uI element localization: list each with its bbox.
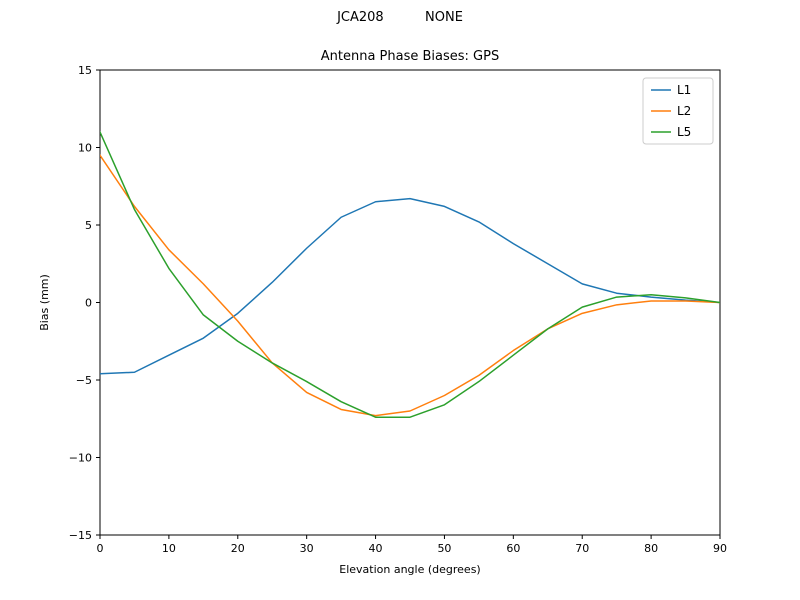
axes-spines [99, 69, 721, 536]
y-tick-label: 10 [78, 142, 92, 155]
x-tick-label: 50 [437, 542, 451, 555]
x-tick-label: 70 [575, 542, 589, 555]
y-axis-label: Bias (mm) [38, 274, 51, 331]
x-tick-label: 0 [97, 542, 104, 555]
series-line-L5 [100, 131, 720, 418]
y-tick-label: −5 [76, 374, 92, 387]
x-tick-label: 60 [506, 542, 520, 555]
series-line-L2 [100, 154, 720, 417]
x-tick-label: 80 [644, 542, 658, 555]
x-tick-label: 20 [231, 542, 245, 555]
x-tick-label: 10 [162, 542, 176, 555]
x-tick-label: 90 [713, 542, 727, 555]
y-tick-label: 0 [85, 297, 92, 310]
series-line-L1 [100, 197, 720, 375]
y-tick-label: 15 [78, 64, 92, 77]
chart-title: Antenna Phase Biases: GPS [321, 49, 499, 64]
series-group [100, 131, 720, 418]
legend-label-L5: L5 [677, 125, 691, 139]
y-tick-label: −10 [69, 452, 92, 465]
y-tick-label: 5 [85, 219, 92, 232]
y-tick-label: −15 [69, 529, 92, 542]
figure-suptitle: JCA208 NONE [337, 10, 463, 25]
x-tick-label: 40 [369, 542, 383, 555]
legend-label-L2: L2 [677, 104, 691, 118]
legend-label-L1: L1 [677, 83, 691, 97]
x-tick-label: 30 [300, 542, 314, 555]
x-axis-label: Elevation angle (degrees) [339, 563, 480, 576]
legend: L1 L2 L5 [642, 77, 714, 145]
legend-box [642, 77, 714, 145]
